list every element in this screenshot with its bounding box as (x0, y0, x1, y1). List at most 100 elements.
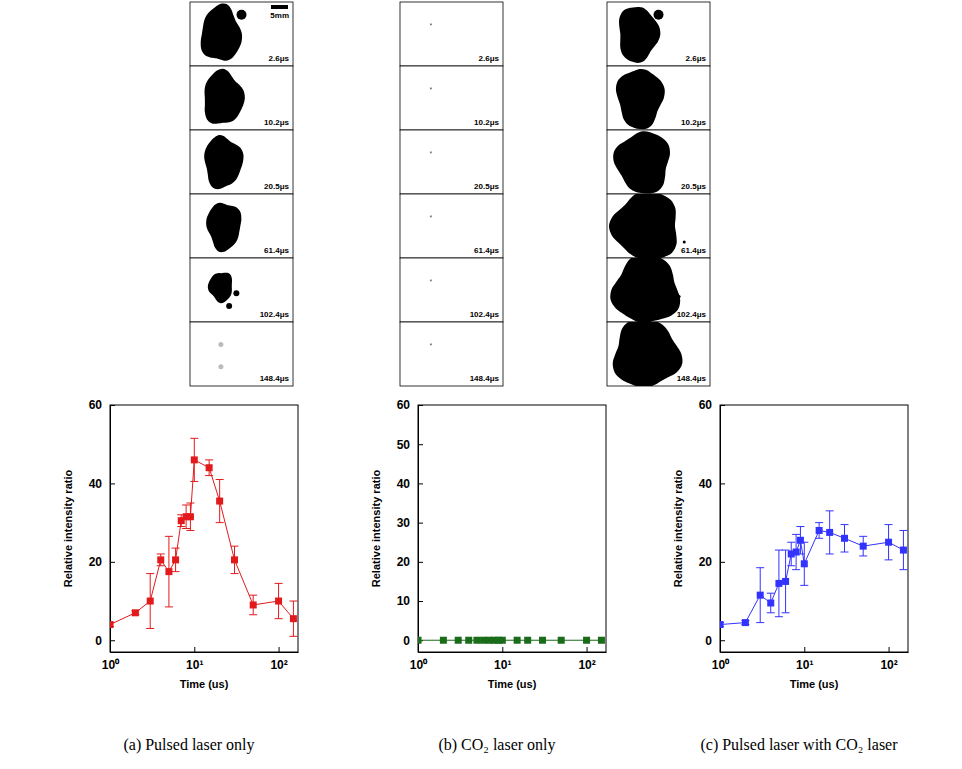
error-bar-cap (787, 565, 795, 566)
frame-background (607, 66, 710, 130)
data-point (275, 598, 282, 605)
caption: (c) Pulsed laser with CO₂ laser (700, 736, 898, 754)
timestamp: 148.4μs (677, 374, 707, 383)
timestamp: 102.4μs (677, 310, 707, 319)
frame-border (607, 322, 710, 386)
y-tick-mark (110, 483, 115, 484)
error-bar-cap (899, 569, 907, 570)
caption: (b) CO₂ laser only (438, 736, 555, 754)
error-bar-cap (767, 593, 775, 594)
x-tick-label: 10² (880, 658, 897, 672)
y-tick-mark (720, 483, 725, 484)
y-tick: 0 (95, 634, 115, 648)
y-tick-mark (720, 405, 725, 406)
shadow-blob (430, 23, 432, 25)
error-bar-cap (782, 550, 790, 551)
data-point (775, 580, 782, 587)
frame-border (400, 322, 503, 386)
error-bar-cap (146, 573, 154, 574)
error-bar (190, 438, 198, 481)
error-bar-cap (775, 616, 783, 617)
data-point (172, 556, 179, 563)
frame-border (607, 66, 710, 130)
data-point (767, 599, 774, 606)
x-tick-mark (279, 647, 280, 652)
shadow-dot (218, 364, 223, 369)
shadow-dot (237, 10, 247, 20)
data-point (793, 549, 800, 556)
data-point (720, 621, 724, 628)
caption: (a) Pulsed laser only (123, 736, 254, 754)
frame-background (400, 66, 503, 130)
frame-border (607, 130, 710, 194)
frame-border (607, 258, 710, 322)
shadow-blob (204, 135, 243, 189)
error-bar (815, 523, 823, 539)
data-point (539, 637, 546, 644)
error-bar-cap (787, 542, 795, 543)
y-tick: 60 (89, 398, 115, 412)
frame-border (190, 2, 293, 66)
y-axis-title: Relative intensity ratio (370, 470, 382, 588)
image-frame: 102.4μs (400, 258, 503, 322)
plot-frame (720, 405, 908, 652)
y-tick-label: 0 (705, 634, 712, 648)
y-tick-label: 20 (89, 555, 103, 569)
frame-border (607, 2, 710, 66)
y-tick: 40 (699, 477, 725, 491)
frame-border (400, 66, 503, 130)
data-point (782, 578, 789, 585)
image-strip: 2.6μs10.2μs20.5μs61.4μs102.4μs148.4μs (607, 2, 710, 388)
y-tick: 20 (397, 555, 423, 569)
y-tick: 60 (699, 398, 725, 412)
timestamp: 102.4μs (470, 310, 500, 319)
frame-background (190, 194, 293, 258)
error-bar (782, 550, 790, 613)
frame-border (400, 258, 503, 322)
timestamp: 102.4μs (260, 310, 290, 319)
y-tick: 0 (705, 634, 725, 648)
shadow-blob (616, 69, 665, 129)
y-tick: 20 (699, 555, 725, 569)
error-bar-cap (841, 524, 849, 525)
frame-background (190, 2, 293, 66)
y-tick: 40 (89, 477, 115, 491)
y-tick-label: 60 (89, 398, 103, 412)
error-bar-cap (782, 612, 790, 613)
shadow-dot (654, 10, 664, 20)
shadow-dot (218, 342, 223, 347)
error-bar-cap (216, 522, 224, 523)
shadow-blob (610, 258, 680, 322)
x-tick: 10² (270, 647, 287, 672)
y-tick-label: 30 (397, 516, 411, 530)
y-tick-label: 60 (699, 398, 713, 412)
data-point (801, 560, 808, 567)
shadow-blob (613, 131, 670, 193)
y-tick-label: 40 (699, 477, 713, 491)
frame-background (400, 130, 503, 194)
data-point (250, 601, 257, 608)
shadow-blob (430, 279, 432, 281)
data-point (187, 513, 194, 520)
plot-frame (110, 405, 298, 652)
shadow-image (430, 87, 432, 89)
data-point (900, 547, 907, 554)
frame-border (190, 66, 293, 130)
shadow-image (430, 343, 432, 345)
data-point (558, 637, 565, 644)
error-bar-cap (815, 522, 823, 523)
image-frame: 20.5μs (190, 130, 293, 194)
error-bar-cap (796, 526, 804, 527)
error-bar-cap (767, 612, 775, 613)
x-axis-line (111, 652, 299, 653)
data-point (165, 568, 172, 575)
data-point (455, 637, 462, 644)
x-tick-label: 10¹ (494, 658, 511, 672)
y-tick-mark (720, 640, 725, 641)
shadow-blob (430, 87, 432, 89)
image-frame: 20.5μs (607, 130, 710, 194)
error-bar-cap (190, 481, 198, 482)
y-tick-mark (110, 562, 115, 563)
data-point (816, 527, 823, 534)
frame-border (190, 130, 293, 194)
